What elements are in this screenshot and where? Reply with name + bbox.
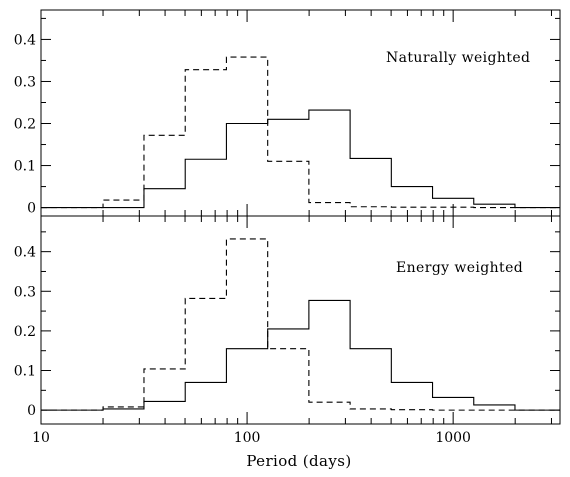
- histogram-solid-series: [41, 109, 560, 209]
- y-tick-label: 0.2: [14, 324, 36, 340]
- panel-energy-weighted: 0 0.1 0.2 0.3 0.4 Energy weighted: [14, 215, 561, 425]
- y-tick-label: 0.1: [14, 159, 36, 175]
- y-tick-label: 0: [27, 201, 36, 217]
- panel-label: Naturally weighted: [386, 50, 530, 66]
- panel-label: Energy weighted: [396, 260, 523, 276]
- x-tick-label: 10: [32, 430, 50, 446]
- panel-naturally-weighted: 0 0.1 0.2 0.3 0.4 Naturally weighted: [14, 9, 561, 217]
- x-tick-label: 100: [234, 430, 261, 446]
- x-axis: 10 100 1000: [32, 430, 471, 446]
- y-tick-label: 0: [27, 403, 36, 419]
- x-tick-label: 1000: [435, 430, 471, 446]
- x-axis-title: Period (days): [246, 452, 351, 470]
- y-tick-label: 0.3: [14, 284, 36, 300]
- panel-frame: [40, 9, 561, 217]
- y-tick-label: 0.2: [14, 117, 36, 133]
- y-tick-label: 0.3: [14, 74, 36, 90]
- histogram-dashed-series: [41, 238, 560, 411]
- y-tick-label: 0.4: [14, 32, 36, 48]
- y-tick-label: 0.4: [14, 245, 36, 261]
- y-tick-label: 0.1: [14, 364, 36, 380]
- histogram-solid-series: [41, 299, 560, 411]
- histogram-dashed-series: [41, 56, 560, 209]
- panel-frame: [40, 215, 561, 425]
